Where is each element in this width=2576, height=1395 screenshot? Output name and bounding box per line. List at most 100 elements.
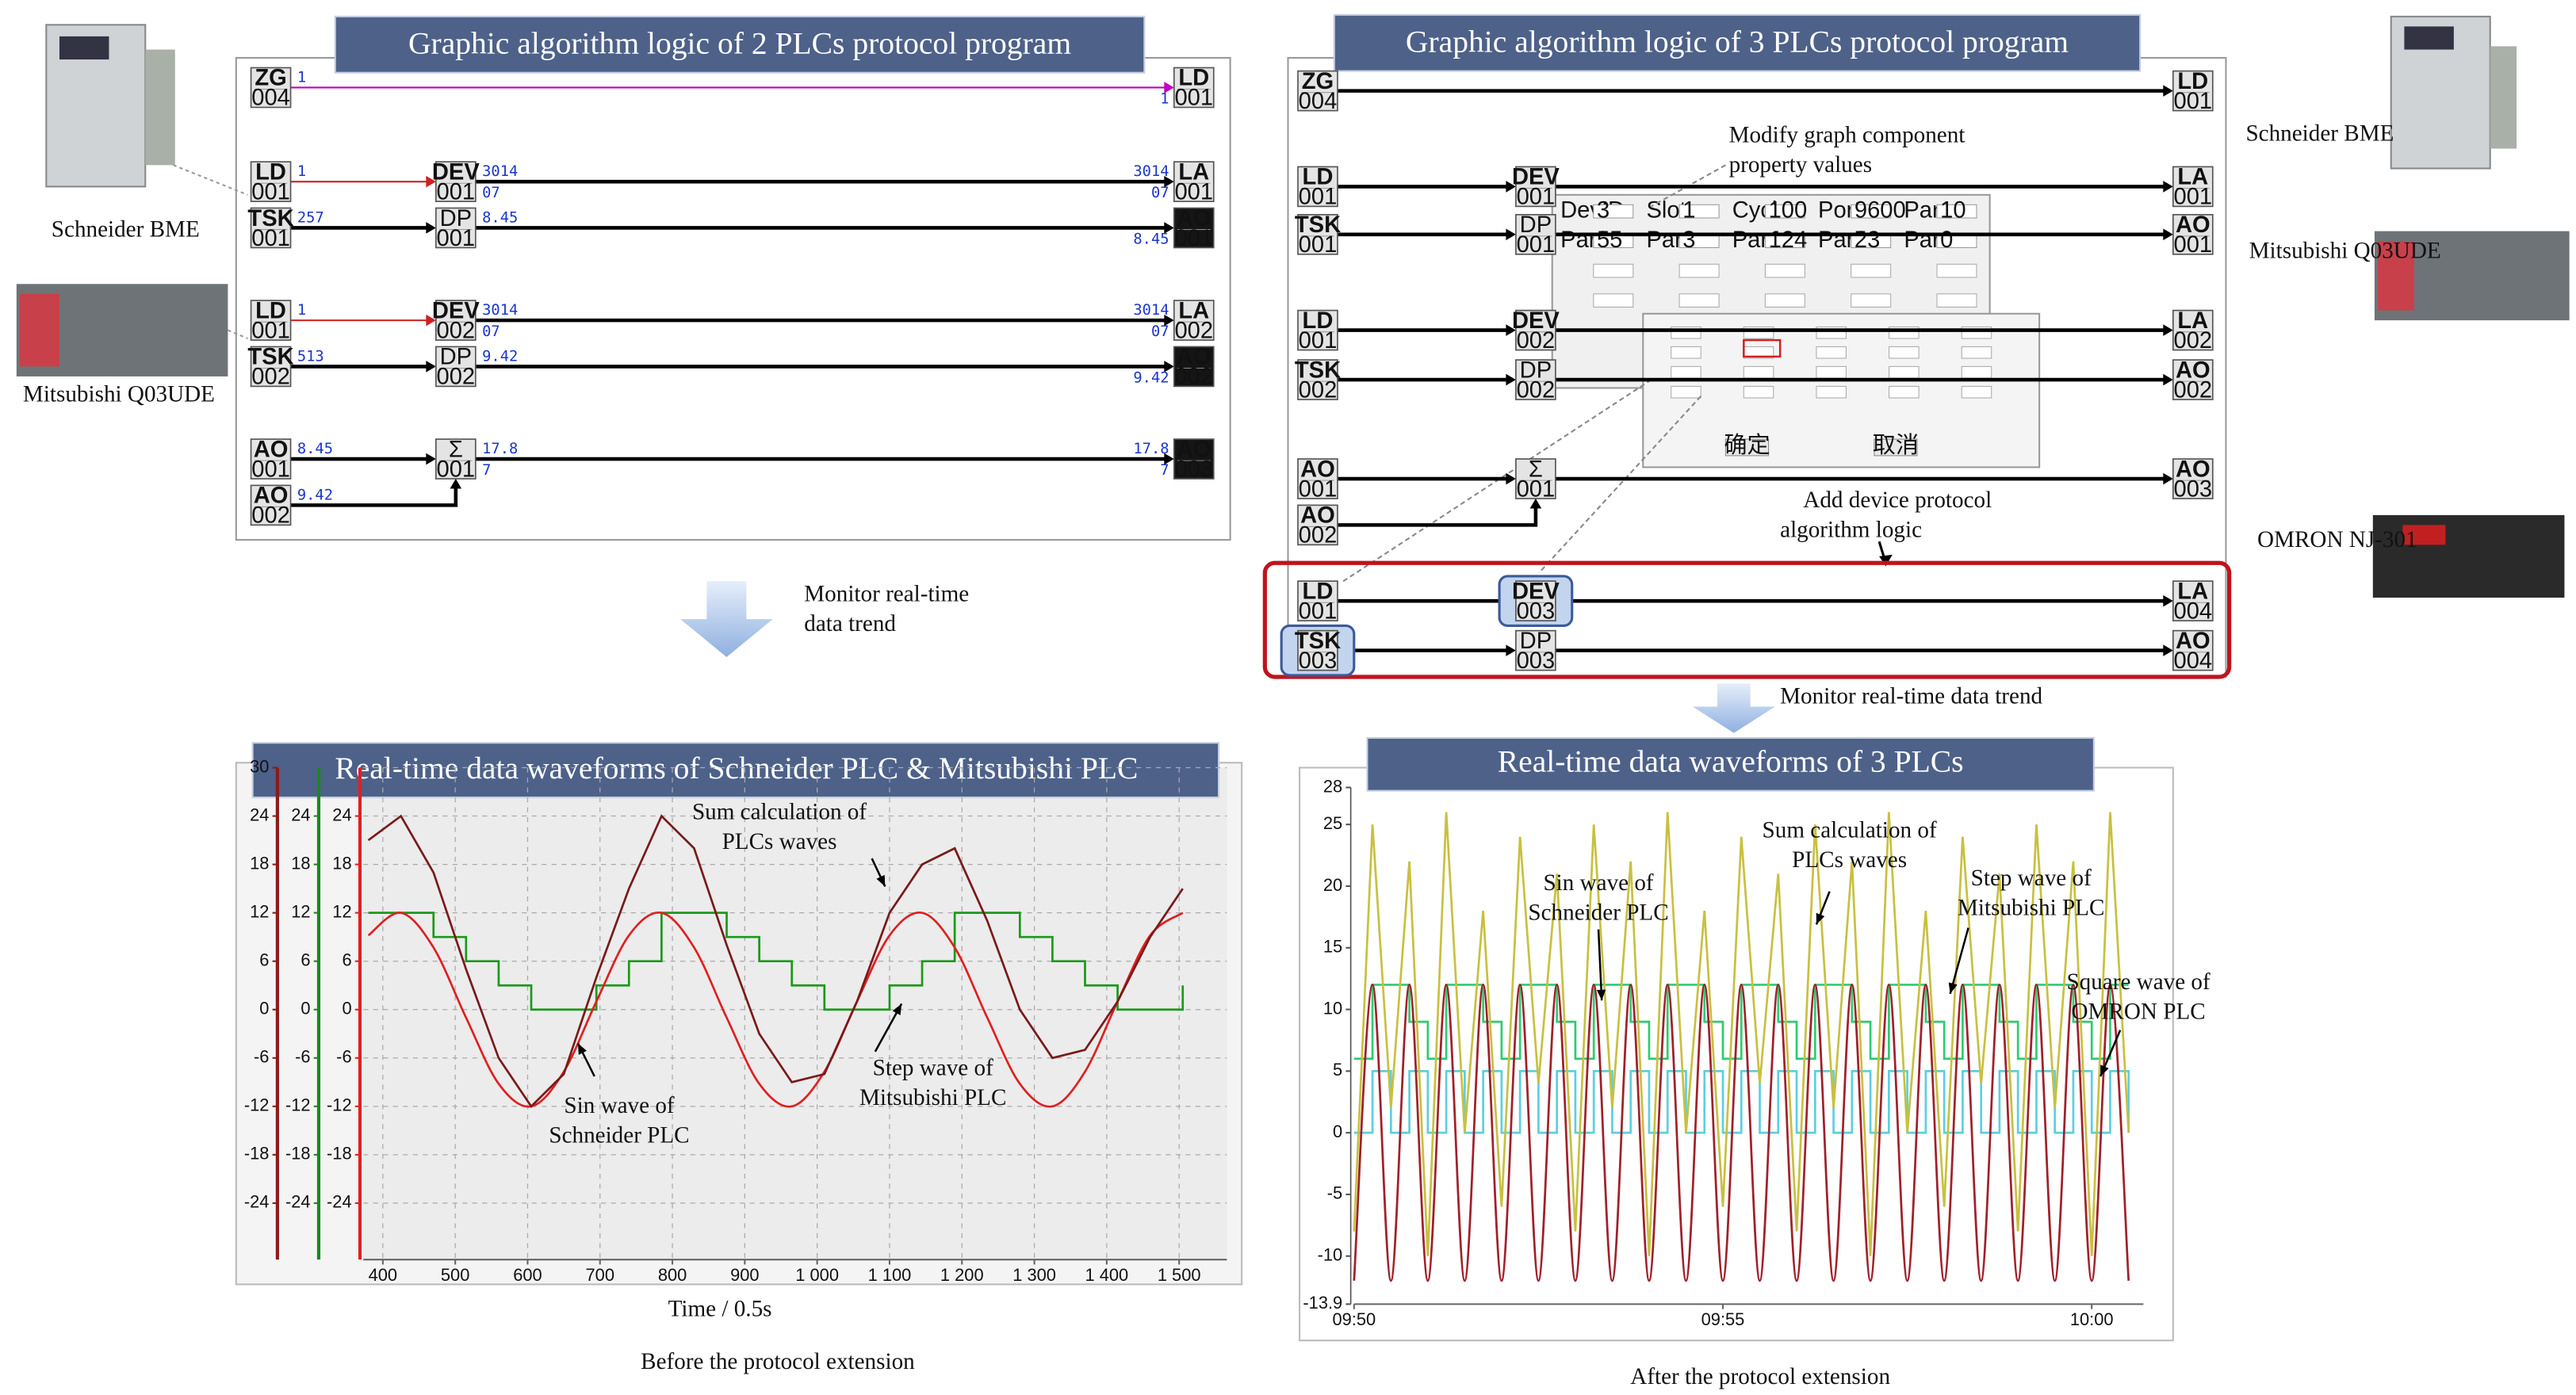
block-id: 001 <box>1174 226 1213 251</box>
caption: After the protocol extension <box>1630 1364 1890 1389</box>
y-tick-label: 0 <box>259 999 269 1019</box>
y-tick-label: 30 <box>250 756 269 776</box>
wire-value: 8.45 <box>297 441 333 457</box>
annotation-arrow <box>1949 927 1969 995</box>
device-label: Mitsubishi Q03UDE <box>23 382 215 407</box>
field-box <box>1816 346 1847 359</box>
block-type: DP <box>440 206 472 231</box>
x-tick-label: 09:55 <box>1701 1309 1745 1329</box>
block-type: ZG <box>1302 69 1334 94</box>
y-tick-label: 10 <box>1323 998 1342 1018</box>
annotation: Monitor real-time <box>804 582 969 607</box>
field-box <box>1678 263 1720 278</box>
wire-value: 9.42 <box>482 348 518 365</box>
block-frame <box>434 438 477 480</box>
field-box <box>1593 204 1634 219</box>
block-id: 002 <box>1517 377 1556 403</box>
y-tick-label: -12 <box>327 1095 352 1115</box>
block-type: DEV <box>1512 308 1560 334</box>
block-frame <box>434 300 477 341</box>
flow-arrow <box>680 581 773 657</box>
block-type: Σ <box>1529 457 1543 482</box>
flow-arrow <box>1692 683 1775 733</box>
series-line <box>367 814 1184 1108</box>
wire-value: 8.45 <box>482 209 518 226</box>
y-tick-label: 12 <box>291 901 310 921</box>
block-frame <box>2172 70 2214 112</box>
annotation: Mitsubishi PLC <box>1958 895 2104 920</box>
series-line <box>368 912 1185 1011</box>
annotation: Schneider PLC <box>1528 900 1668 926</box>
block-frame <box>1515 166 1556 208</box>
y-tick-label: 0 <box>342 999 351 1019</box>
block-type: AO <box>1177 206 1211 231</box>
block-frame <box>2172 359 2214 400</box>
block-type: DEV <box>1512 165 1560 190</box>
y-tick-label: 12 <box>332 901 351 921</box>
block-id: 004 <box>2174 648 2213 674</box>
block-frame <box>1297 70 1338 112</box>
block-id: 002 <box>1174 318 1213 343</box>
wire-value: 07 <box>1151 185 1169 201</box>
field-value: 23 <box>1854 227 1880 253</box>
wire-value: 1 <box>297 302 306 319</box>
block-id: 001 <box>1299 185 1338 210</box>
y-tick-label: 15 <box>1323 937 1342 957</box>
block-frame <box>250 484 292 526</box>
block-id: 004 <box>2174 598 2213 624</box>
arrow-head <box>1506 181 1516 193</box>
arrow-head <box>1164 453 1174 465</box>
arrow-head <box>426 453 436 465</box>
wire-value: 07 <box>482 323 500 340</box>
x-tick-label: 1 500 <box>1158 1265 1201 1285</box>
y-tick-label: 0 <box>1333 1122 1342 1141</box>
x-tick-label: 10:00 <box>2070 1309 2114 1329</box>
block-type: LD <box>1303 308 1334 334</box>
x-tick-label: 1 100 <box>868 1265 912 1285</box>
block-id: 002 <box>437 365 476 390</box>
y-tick-label: 18 <box>250 853 269 873</box>
field-box <box>1593 293 1634 308</box>
block-id: 002 <box>437 318 476 343</box>
block-frame <box>434 161 477 202</box>
block-type: DP <box>1520 629 1552 654</box>
highlight-frame <box>1262 560 2232 679</box>
wire-value: 7 <box>1160 462 1169 479</box>
y-tick-label: 24 <box>332 805 351 824</box>
y-tick-label: 18 <box>332 853 351 873</box>
field-box <box>1678 293 1720 308</box>
x-tick-label: 600 <box>513 1265 542 1285</box>
field-value: 10 <box>1940 197 1965 223</box>
y-tick-label: -18 <box>327 1144 352 1164</box>
block-frame <box>1515 309 1556 351</box>
field-box <box>1671 346 1701 359</box>
x-tick-label: 1 000 <box>795 1265 839 1285</box>
field-value: 3 <box>1597 197 1610 223</box>
field-box <box>1764 293 1805 308</box>
block-type: DEV <box>1512 579 1560 604</box>
block-type: LD <box>255 298 286 323</box>
block-frame <box>2172 580 2214 621</box>
arrow-head <box>2163 228 2173 241</box>
block-type: DP <box>1520 212 1552 238</box>
arrow-head <box>1879 554 1893 567</box>
field-box <box>1936 293 1977 308</box>
field-box <box>1851 263 1892 278</box>
block-type: AO <box>1300 503 1335 529</box>
block-type: LD <box>1303 579 1334 604</box>
block-type: TSK <box>1295 629 1341 654</box>
title-banner <box>251 742 1220 799</box>
block-type: DEV <box>432 159 480 185</box>
block-id: 001 <box>251 179 290 204</box>
y-tick-label: -5 <box>1327 1183 1342 1203</box>
annotation: Square wave of <box>2066 969 2210 995</box>
block-frame <box>1297 359 1338 400</box>
block-frame <box>250 67 292 109</box>
